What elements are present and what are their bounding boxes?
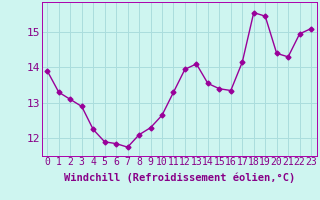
X-axis label: Windchill (Refroidissement éolien,°C): Windchill (Refroidissement éolien,°C): [64, 173, 295, 183]
